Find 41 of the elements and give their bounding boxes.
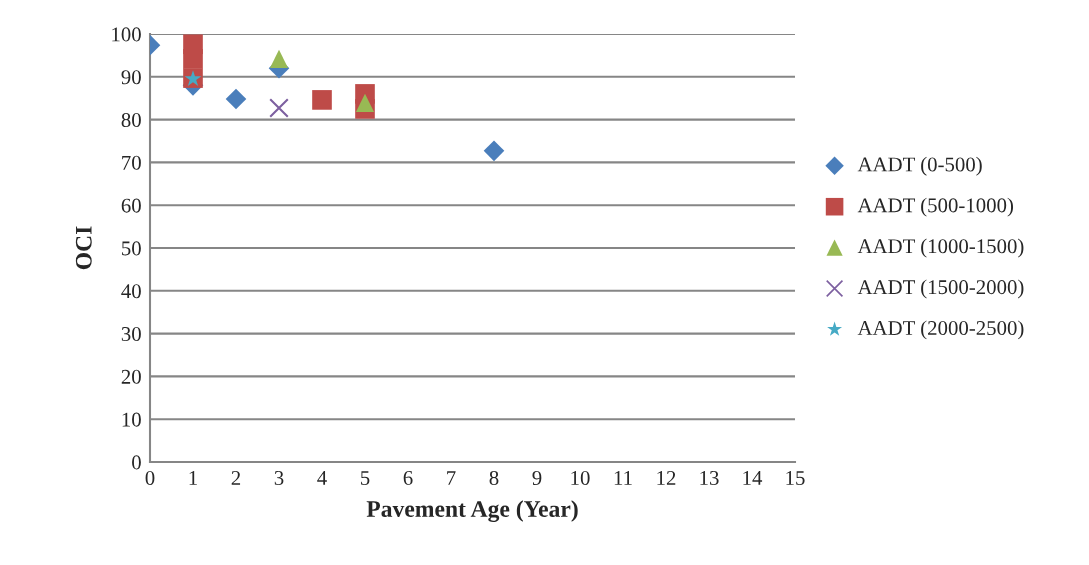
point — [483, 140, 505, 162]
y-tick-label: 80 — [121, 112, 141, 128]
y-tick-label: 0 — [132, 455, 141, 470]
x-tick-label: 11 — [614, 471, 632, 485]
y-tick-label: 30 — [121, 326, 141, 342]
x-tick-label: 2 — [231, 470, 241, 485]
legend-label: AADT (0-500) — [857, 156, 982, 176]
x-tick-label: 7 — [447, 471, 456, 485]
point — [225, 88, 247, 110]
legend-label: AADT (2000-2500) — [857, 320, 1024, 340]
x-tick-label: 9 — [532, 470, 542, 485]
point — [269, 49, 289, 68]
y-tick-label: 60 — [121, 198, 141, 213]
x-axis-title: Pavement Age (Year) — [366, 500, 578, 522]
x-tick-label: 8 — [489, 470, 499, 485]
point — [312, 90, 332, 110]
x-tick-label: 13 — [700, 470, 719, 485]
y-tick-label: 40 — [121, 284, 141, 299]
legend-label: AADT (1000-1500) — [857, 238, 1024, 258]
x-tick-label: 3 — [274, 470, 284, 485]
y-tick-label: 50 — [122, 241, 141, 256]
legend-label: AADT (500-1000) — [857, 197, 1014, 217]
y-axis-title: OCI — [75, 226, 92, 270]
legend-label: AADT (1500-2000) — [857, 279, 1024, 299]
x-tick-label: 4 — [317, 471, 327, 485]
y-tick-label: 100 — [112, 27, 141, 42]
x-tick-label: 6 — [403, 470, 413, 485]
x-tick-label: 0 — [145, 470, 155, 485]
x-tick-label: 12 — [657, 470, 676, 485]
x-tick-label: 14 — [743, 471, 763, 485]
x-tick-label: 5 — [361, 471, 370, 485]
point — [183, 49, 203, 69]
y-tick-label: 10 — [122, 412, 141, 427]
x-tick-label: 1 — [189, 471, 197, 485]
point — [355, 93, 375, 112]
x-tick-label: 15 — [786, 471, 805, 485]
point — [269, 98, 289, 118]
y-tick-label: 70 — [122, 155, 141, 170]
y-tick-label: 90 — [121, 70, 141, 85]
x-tick-label: 10 — [571, 470, 590, 485]
y-tick-label: 20 — [121, 369, 141, 384]
